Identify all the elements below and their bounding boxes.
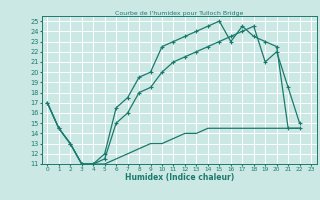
X-axis label: Humidex (Indice chaleur): Humidex (Indice chaleur) (124, 173, 234, 182)
Title: Courbe de l'humidex pour Tulloch Bridge: Courbe de l'humidex pour Tulloch Bridge (115, 11, 244, 16)
